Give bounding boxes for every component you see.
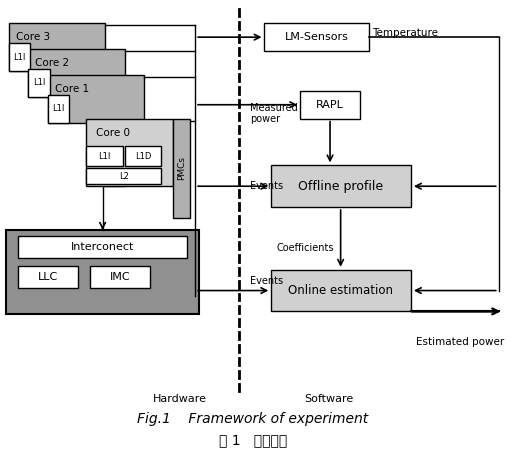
Bar (6, 230, 199, 314)
Text: L2: L2 (119, 172, 129, 181)
Bar (271, 166, 411, 207)
Text: L1I: L1I (98, 152, 111, 161)
Text: Core 0: Core 0 (96, 128, 130, 138)
Bar (48, 95, 69, 123)
Text: L1I: L1I (33, 78, 45, 87)
Bar (86, 168, 162, 184)
Text: LM-Sensors: LM-Sensors (285, 32, 348, 42)
Text: Measured: Measured (250, 103, 298, 113)
Bar (28, 69, 50, 97)
Text: Interconect: Interconect (71, 242, 134, 252)
Bar (18, 236, 187, 258)
Text: Offline profile: Offline profile (298, 179, 383, 193)
Bar (265, 23, 369, 51)
Bar (48, 75, 144, 123)
Text: Online estimation: Online estimation (288, 284, 393, 297)
Bar (18, 266, 77, 288)
Text: L1I: L1I (52, 104, 64, 113)
Text: Hardware: Hardware (153, 394, 207, 404)
Bar (173, 119, 190, 218)
Bar (90, 266, 150, 288)
Bar (300, 91, 360, 119)
Bar (125, 147, 162, 166)
Bar (271, 270, 411, 312)
Text: Core 3: Core 3 (16, 32, 50, 42)
Bar (86, 147, 123, 166)
Text: Events: Events (250, 181, 283, 191)
Text: power: power (250, 114, 280, 124)
Text: Temperature: Temperature (372, 28, 438, 38)
Text: Fig.1    Framework of experiment: Fig.1 Framework of experiment (138, 412, 369, 426)
Text: LLC: LLC (38, 272, 58, 281)
Text: Estimated power: Estimated power (416, 337, 504, 347)
Bar (9, 23, 106, 71)
Text: PMCs: PMCs (177, 156, 186, 180)
Bar (9, 43, 30, 71)
Text: Coefficients: Coefficients (276, 243, 334, 253)
Text: RAPL: RAPL (316, 100, 344, 110)
Bar (28, 49, 125, 97)
Text: IMC: IMC (110, 272, 130, 281)
Text: L1D: L1D (135, 152, 151, 161)
Text: Events: Events (250, 276, 283, 285)
Text: Software: Software (304, 394, 354, 404)
Text: Core 1: Core 1 (55, 84, 89, 94)
Text: Core 2: Core 2 (36, 58, 70, 68)
Bar (86, 119, 173, 186)
Text: 图 1   实验流程: 图 1 实验流程 (219, 433, 287, 447)
Text: L1I: L1I (14, 52, 26, 61)
